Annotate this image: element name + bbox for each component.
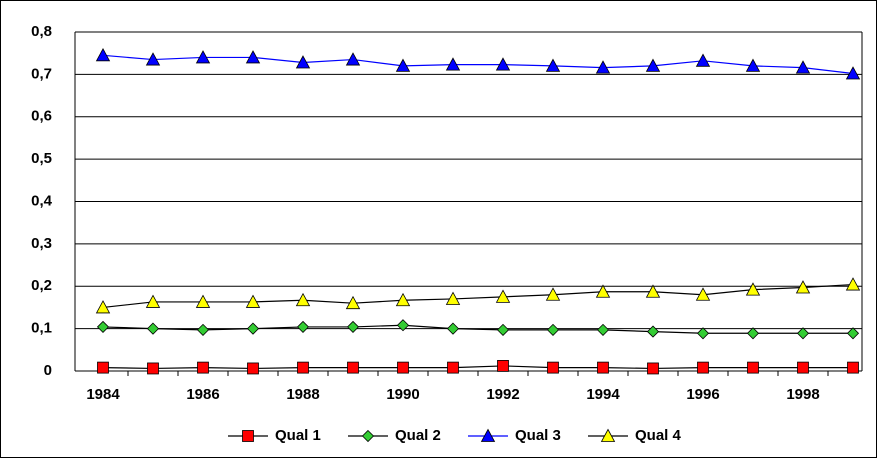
data-point [745,58,761,72]
data-point [396,319,410,332]
data-point [597,361,609,374]
data-point [845,66,861,80]
series-line [102,365,853,370]
data-point [145,294,161,308]
legend-marker [600,428,616,442]
data-point [695,287,711,301]
data-point [545,58,561,72]
data-point [346,320,360,333]
x-tick-label: 1994 [586,386,620,403]
y-tick-label: 0,3 [31,235,52,252]
data-point [495,57,511,71]
data-point [295,55,311,69]
data-point [146,322,160,335]
legend-label: Qual 2 [395,427,441,444]
data-point [795,280,811,294]
data-point [295,292,311,307]
series-line [102,283,854,309]
legend-label: Qual 3 [515,427,561,444]
data-point [245,50,261,64]
data-point [845,277,861,291]
data-point [496,323,510,336]
y-tick-label: 0 [44,362,52,379]
data-point [345,52,361,66]
y-tick-label: 0,1 [31,320,52,337]
data-point [97,361,109,374]
x-tick-label: 1984 [86,386,120,403]
data-point [747,361,759,374]
data-point [546,323,560,336]
data-point [445,291,461,305]
data-point [145,52,161,66]
data-point [347,361,359,374]
data-point [96,320,110,333]
data-point [645,58,661,72]
x-tick-label: 1998 [786,386,819,403]
data-point [645,284,661,298]
data-point [297,361,309,374]
data-point [846,327,860,340]
data-point [696,327,710,340]
data-point [397,361,409,374]
data-point [196,323,210,336]
data-point [745,282,761,296]
data-point [345,295,361,310]
data-point [746,327,760,340]
legend-marker [480,428,496,442]
legend-marker [242,430,254,442]
data-point [847,361,859,374]
data-point [246,322,260,335]
series-line [102,54,854,75]
legend-label: Qual 4 [635,427,682,444]
data-point [195,50,211,64]
data-point [296,320,310,333]
data-point [547,361,559,374]
series-line [102,324,853,334]
data-point [497,360,509,372]
x-tick-label: 1996 [686,386,719,403]
data-point [695,53,711,67]
data-point [445,57,461,71]
data-point [697,361,709,374]
data-point [447,361,459,374]
y-tick-label: 0,5 [31,150,52,167]
y-tick-label: 0,8 [31,23,52,40]
data-point [247,362,259,375]
data-point [545,287,561,301]
data-point [95,300,111,314]
legend-label: Qual 1 [275,427,321,444]
data-point [495,289,511,303]
y-tick-label: 0,7 [31,65,52,82]
data-point [446,322,460,335]
x-tick-label: 1988 [286,386,319,403]
data-point [797,361,809,374]
data-point [795,60,811,74]
data-point [147,362,159,375]
data-point [395,292,411,307]
x-tick-label: 1990 [386,386,419,403]
data-point [245,294,261,308]
x-tick-label: 1986 [186,386,219,403]
y-tick-label: 0,2 [31,277,52,294]
legend-marker [361,429,375,443]
data-point [195,294,211,308]
data-point [595,60,611,74]
data-point [596,323,610,336]
data-point [197,361,209,374]
y-tick-label: 0,4 [31,192,53,209]
data-point [395,58,411,72]
data-point [646,325,660,338]
data-point [647,362,659,375]
x-tick-label: 1992 [486,386,519,403]
data-point [595,284,611,298]
data-point [796,327,810,340]
data-point [95,47,111,62]
y-tick-label: 0,6 [31,108,52,125]
